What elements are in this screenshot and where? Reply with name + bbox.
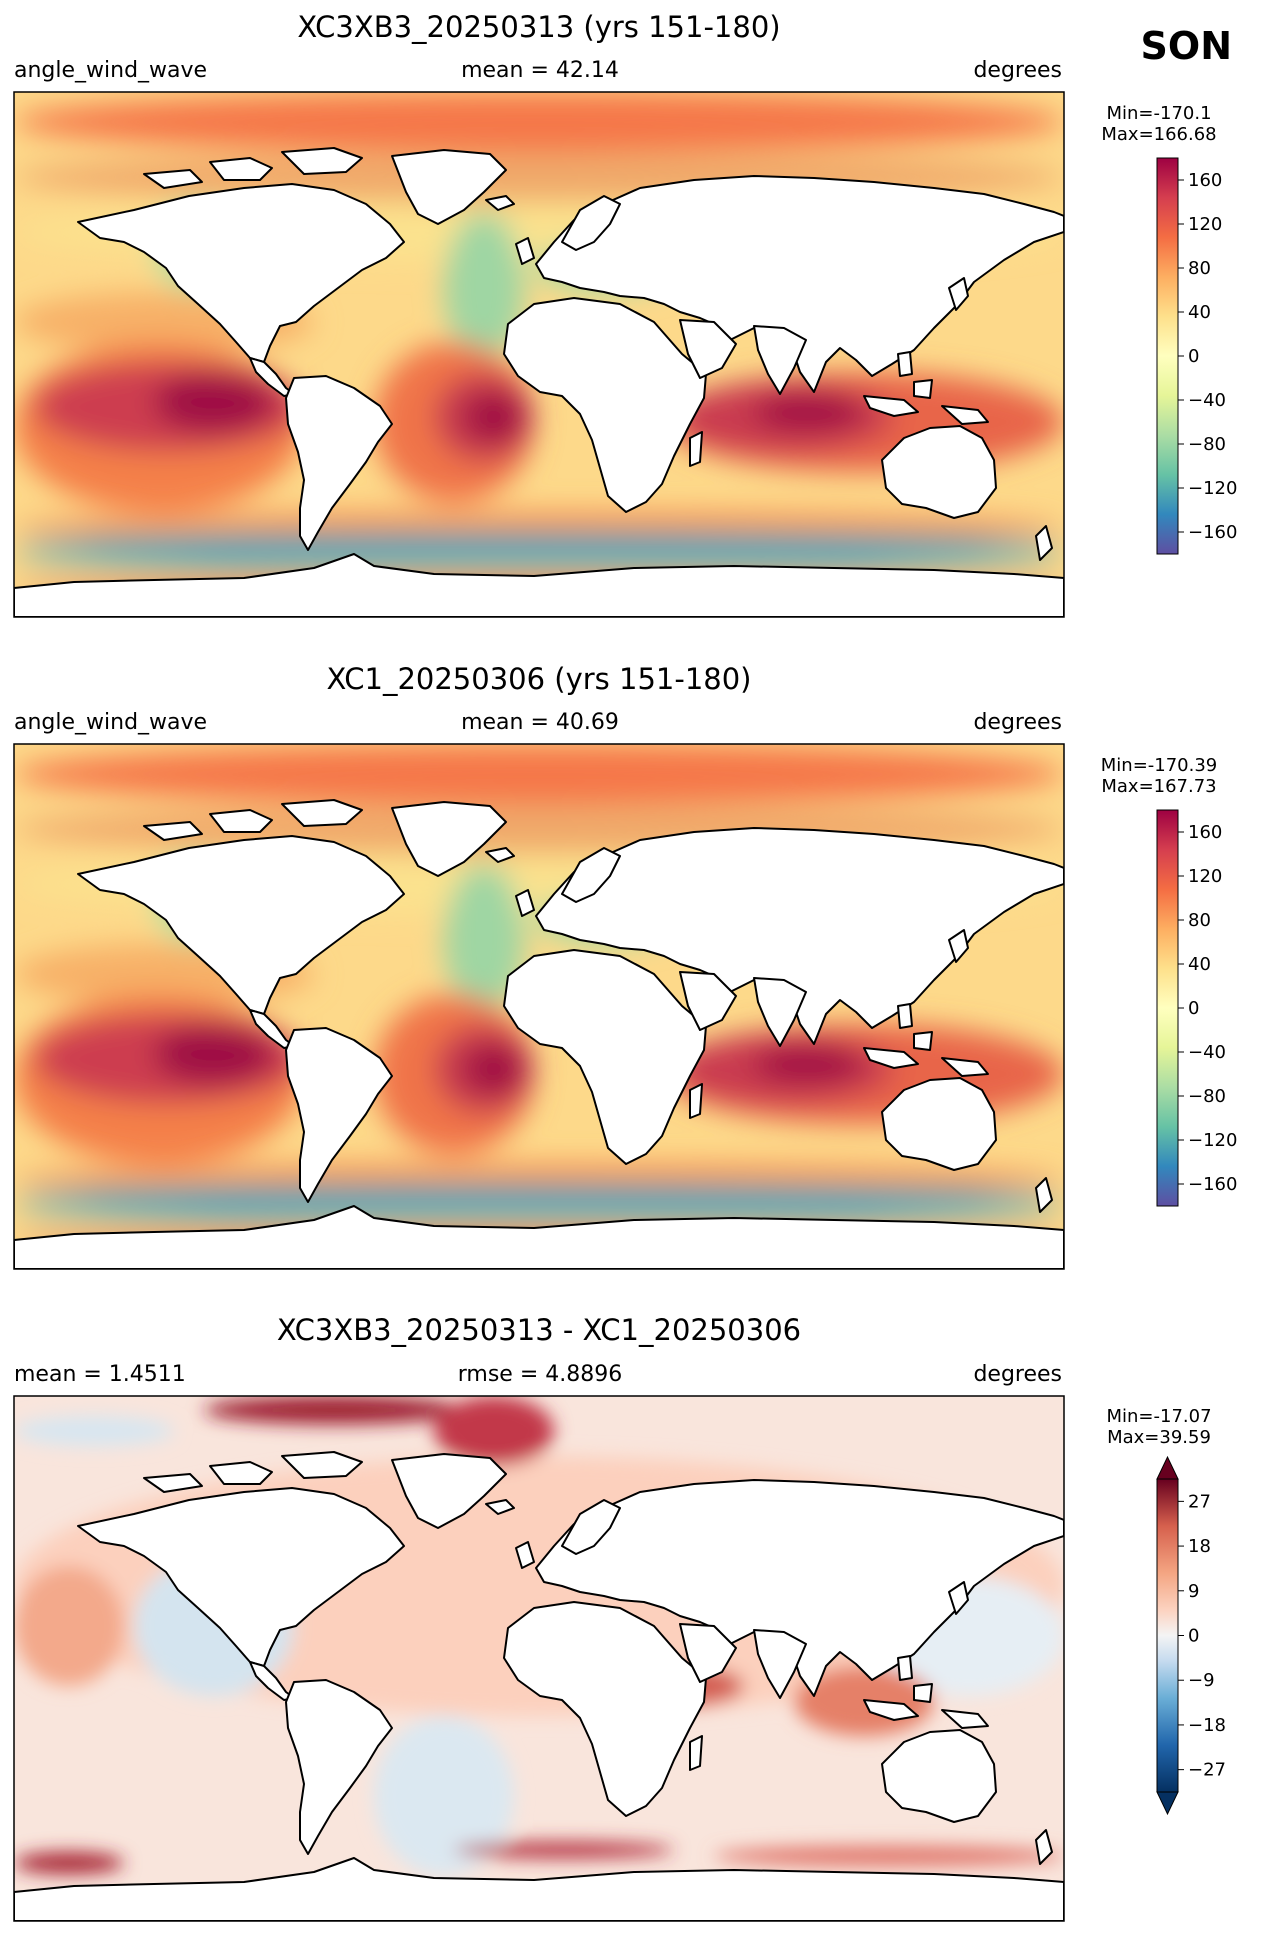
colorbar-tick-label: 160 — [1188, 822, 1222, 843]
colorbar-tick-label: −80 — [1188, 434, 1226, 455]
panel1-min: Min=-170.1 — [1106, 103, 1212, 124]
colorbar-tick-label: −120 — [1188, 478, 1237, 499]
panel2-left-label: angle_wind_wave — [14, 710, 208, 735]
colorbar-tick-label: −160 — [1188, 1174, 1237, 1195]
panel1-field — [14, 92, 1064, 617]
panel3-map — [13, 1395, 1065, 1922]
panel2-frame — [13, 743, 1065, 1270]
panel1-max: Max=166.68 — [1101, 124, 1217, 145]
colorbar-tick-label: −40 — [1188, 1042, 1226, 1063]
colorbar-tick-label: 120 — [1188, 866, 1222, 887]
panel1-left-label: angle_wind_wave — [14, 58, 208, 83]
colorbar-extend-min — [1156, 1791, 1179, 1816]
panel3-colorbar: 27 18 9 0 −9 −18 −27 — [1156, 1455, 1226, 1816]
colorbar-extend-max — [1156, 1455, 1179, 1480]
colorbar-tick-label: −27 — [1188, 1760, 1226, 1781]
colorbar-tick-label: −80 — [1188, 1086, 1226, 1107]
panel2-max: Max=167.73 — [1101, 776, 1217, 797]
panel1-colorbar: 160 120 80 40 0 −40 −80 −120 −160 — [1156, 157, 1237, 555]
colorbar-tick-label: 80 — [1188, 910, 1211, 931]
colorbar-tick-label: 27 — [1188, 1491, 1211, 1512]
panel2-min: Min=-170.39 — [1100, 755, 1218, 776]
panel3-max: Max=39.59 — [1107, 1427, 1211, 1448]
panel1-frame — [13, 91, 1065, 618]
panel2-colorbar: 160 120 80 40 0 −40 −80 −120 −160 — [1156, 809, 1237, 1207]
panel1-title: XC3XB3_20250313 (yrs 151-180) — [297, 10, 781, 44]
colorbar-tick-label: −120 — [1188, 1130, 1237, 1151]
panel2-minmax: Min=-170.39 Max=167.73 — [1094, 755, 1224, 797]
colorbar-tick-label: 40 — [1188, 954, 1211, 975]
colorbar-tick-label: 40 — [1188, 302, 1211, 323]
colorbar-tick-label: 9 — [1188, 1581, 1199, 1602]
panel3-mean-label: mean = 1.4511 — [14, 1362, 186, 1387]
panel3-minmax: Min=-17.07 Max=39.59 — [1094, 1406, 1224, 1448]
colorbar-tick-label: 80 — [1188, 258, 1211, 279]
panel2-title: XC1_20250306 (yrs 151-180) — [326, 662, 752, 696]
panel3-field — [14, 1396, 1064, 1921]
panel3-min: Min=-17.07 — [1106, 1406, 1212, 1427]
panel1-map — [13, 91, 1065, 618]
colorbar-tick-label: −40 — [1188, 390, 1226, 411]
panel2-mean-label: mean = 40.69 — [461, 710, 619, 735]
panel1-units-label: degrees — [973, 58, 1062, 83]
colorbar-tick-label: 0 — [1188, 346, 1199, 367]
panel2-map — [13, 743, 1065, 1270]
panel3-title: XC3XB3_20250313 - XC1_20250306 — [276, 1313, 802, 1347]
panel3-rmse-label: rmse = 4.8896 — [457, 1362, 623, 1387]
colorbar-tick-label: 160 — [1188, 170, 1222, 191]
panel3-frame — [13, 1395, 1065, 1922]
season-label: SON — [1140, 24, 1232, 68]
panel2-units-label: degrees — [973, 710, 1062, 735]
colorbar-tick-label: 120 — [1188, 214, 1222, 235]
panel3-units-label: degrees — [973, 1362, 1062, 1387]
colorbar-tick-label: −9 — [1188, 1670, 1215, 1691]
panel1-mean-label: mean = 42.14 — [461, 58, 619, 83]
colorbar-tick-label: −18 — [1188, 1715, 1226, 1736]
panel2-field — [14, 744, 1064, 1269]
colorbar-tick-label: 18 — [1188, 1536, 1211, 1557]
colorbar-tick-label: −160 — [1188, 522, 1237, 543]
colorbar-tick-label: 0 — [1188, 1626, 1199, 1647]
panel1-minmax: Min=-170.1 Max=166.68 — [1094, 103, 1224, 145]
colorbar-tick-label: 0 — [1188, 998, 1199, 1019]
